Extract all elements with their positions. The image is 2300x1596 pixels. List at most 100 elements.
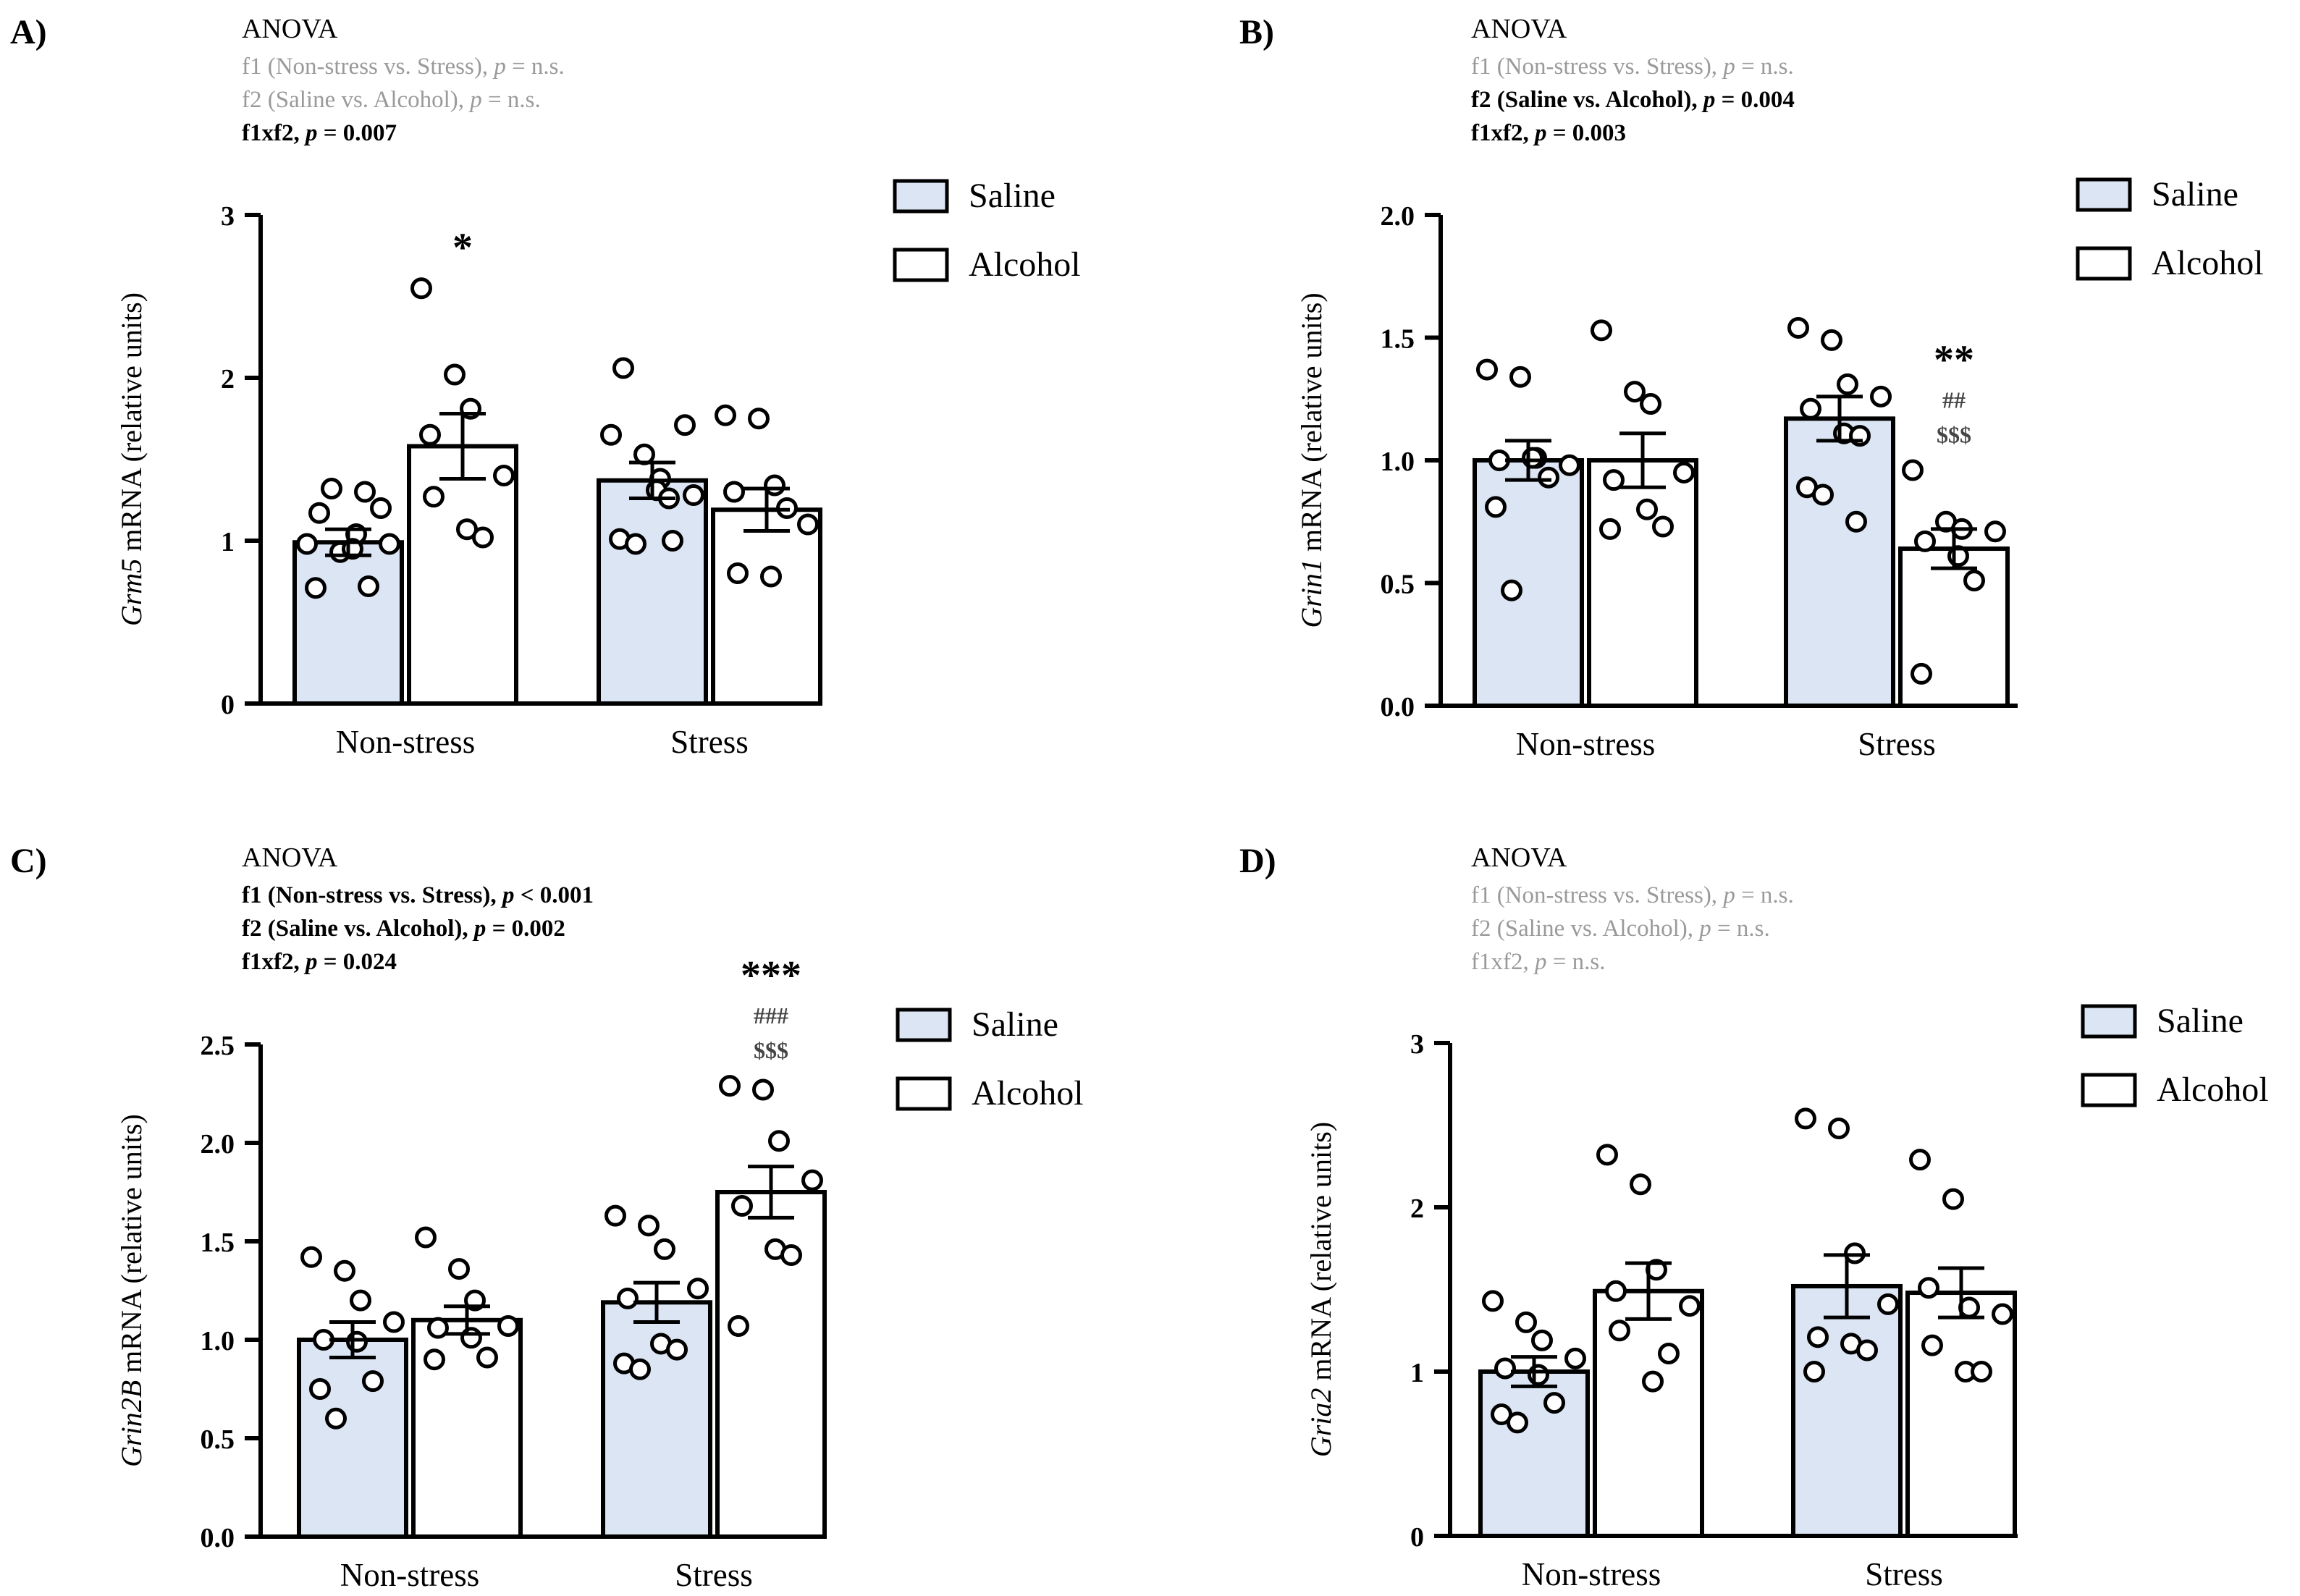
data-point xyxy=(362,1370,384,1393)
y-tick-label: 2.0 xyxy=(201,1129,235,1160)
anova-line: f2 (Saline vs. Alcohol), p = n.s. xyxy=(1471,916,1770,942)
data-point xyxy=(723,481,745,503)
gene-name: Grin2B xyxy=(115,1380,148,1467)
data-point xyxy=(612,357,634,379)
significance-mark: ## xyxy=(1942,387,1966,413)
y-axis-label-rest: mRNA (relative units) xyxy=(115,292,148,559)
data-point xyxy=(1642,1370,1664,1393)
y-tick-label: 2 xyxy=(221,364,235,394)
data-point xyxy=(780,1244,802,1267)
legend-label: Saline xyxy=(969,177,1056,215)
y-tick-label: 1.5 xyxy=(201,1228,235,1258)
data-point xyxy=(797,513,819,536)
data-point xyxy=(497,1314,519,1337)
data-point xyxy=(1992,1303,2013,1325)
y-axis-label-rest: mRNA (relative units) xyxy=(1305,1122,1337,1388)
bar-saline xyxy=(297,1338,408,1539)
anova-line: f1xf2, p = 0.024 xyxy=(242,949,397,975)
data-point xyxy=(719,1075,741,1097)
data-point xyxy=(1821,329,1842,351)
legend-label: Alcohol xyxy=(969,245,1081,284)
data-point xyxy=(309,1378,331,1400)
data-point xyxy=(1609,1320,1630,1342)
anova-p: p xyxy=(468,87,482,113)
legend-swatch-saline xyxy=(896,1008,952,1042)
data-point xyxy=(731,1195,753,1217)
chart-panel-1: A) ANOVA f1 (Non-stress vs. Stress), p = n… xyxy=(10,13,1081,760)
data-point xyxy=(410,277,432,300)
anova-factor: f1 (Non-stress vs. Stress), xyxy=(242,882,502,908)
data-point xyxy=(1787,316,1809,339)
data-point xyxy=(1856,1339,1878,1361)
gene-name: Gria2 xyxy=(1305,1388,1337,1458)
data-point xyxy=(493,465,515,486)
anova-line: f2 (Saline vs. Alcohol), p = 0.004 xyxy=(1471,87,1795,113)
data-point xyxy=(1812,484,1834,506)
anova-heading: ANOVA xyxy=(1471,14,1567,44)
legend-swatch-saline xyxy=(893,179,949,214)
anova-heading: ANOVA xyxy=(242,843,338,873)
data-point xyxy=(1494,1357,1516,1380)
data-point xyxy=(1803,1361,1825,1382)
data-point xyxy=(1909,1149,1931,1171)
anova-factor: f2 (Saline vs. Alcohol), xyxy=(1471,87,1703,113)
data-point xyxy=(687,1278,709,1300)
panel-label: B) xyxy=(1239,13,1274,51)
anova-value: = 0.003 xyxy=(1546,120,1626,146)
x-tick-label: Stress xyxy=(1858,726,1936,762)
panel-label: D) xyxy=(1239,842,1276,880)
panel-label: C) xyxy=(10,842,47,880)
data-point xyxy=(370,497,392,519)
legend-swatch-alcohol xyxy=(893,248,949,282)
y-tick-label: 0.5 xyxy=(1381,570,1415,600)
anova-p: p xyxy=(303,120,318,146)
anova-p: p xyxy=(1701,87,1716,113)
data-point xyxy=(748,408,770,430)
data-point xyxy=(683,484,704,506)
data-point xyxy=(1679,1295,1701,1317)
data-point xyxy=(1596,1144,1618,1166)
anova-value: = 0.002 xyxy=(486,916,565,942)
data-point xyxy=(768,1130,790,1152)
y-axis-label-rest: mRNA (relative units) xyxy=(115,1114,148,1380)
x-tick-label: Non-stress xyxy=(336,724,475,760)
anova-factor: f1xf2, xyxy=(1471,949,1535,975)
data-point xyxy=(1942,1188,1964,1210)
legend-label: Saline xyxy=(972,1005,1058,1044)
data-point xyxy=(715,404,736,426)
data-point xyxy=(308,502,330,524)
data-point xyxy=(1522,447,1543,469)
legend-swatch-alcohol xyxy=(896,1076,952,1111)
data-point xyxy=(1501,579,1522,601)
data-point xyxy=(321,478,342,499)
data-point xyxy=(801,1169,823,1191)
data-point xyxy=(617,1287,639,1309)
anova-value: = n.s. xyxy=(1735,882,1794,908)
data-point xyxy=(1538,466,1559,489)
panel-label: A) xyxy=(10,13,47,51)
data-point xyxy=(674,414,696,436)
y-tick-label: 0.0 xyxy=(1381,692,1415,722)
data-point xyxy=(325,1407,347,1430)
bar-saline xyxy=(1784,416,1895,708)
data-point xyxy=(1984,520,2006,543)
y-tick-label: 3 xyxy=(1410,1029,1424,1060)
data-point xyxy=(379,533,400,555)
anova-p: p xyxy=(492,54,506,80)
bar-saline xyxy=(292,540,404,706)
anova-value: = n.s. xyxy=(1735,54,1794,80)
significance-stars: *** xyxy=(741,953,801,998)
anova-p: p xyxy=(1722,54,1735,80)
y-tick-label: 0 xyxy=(1410,1522,1424,1553)
significance-mark: $$$ xyxy=(1937,422,1971,448)
bar-saline xyxy=(1473,458,1584,708)
anova-factor: f1 (Non-stress vs. Stress), xyxy=(1471,54,1723,80)
x-tick-label: Non-stress xyxy=(1516,726,1655,762)
anova-factor: f1xf2, xyxy=(242,949,306,975)
data-point xyxy=(728,1314,749,1337)
anova-p: p xyxy=(1533,949,1547,975)
y-tick-label: 1.0 xyxy=(201,1326,235,1356)
data-point xyxy=(1559,454,1580,476)
data-point xyxy=(1564,1347,1586,1369)
